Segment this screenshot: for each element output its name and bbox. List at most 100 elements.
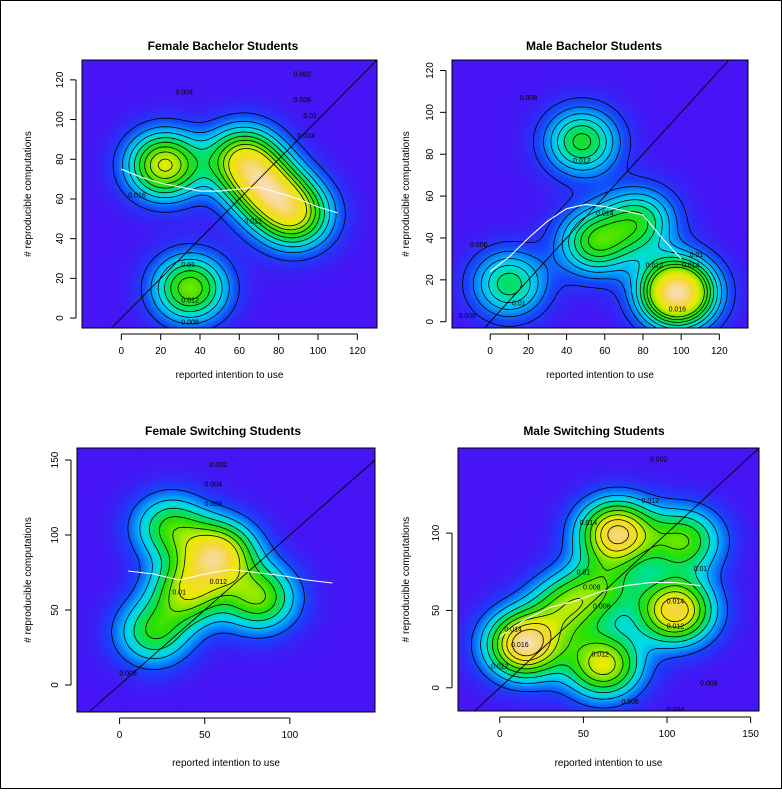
contour-line xyxy=(128,126,331,318)
y-axis: 0 50 100 xyxy=(431,524,453,691)
x-tick-label: 50 xyxy=(199,730,211,741)
x-tick-label: 40 xyxy=(561,346,573,357)
contour-label: 0.01 xyxy=(690,252,704,259)
x-axis-label: reported intention to use xyxy=(546,370,654,381)
diagonal-line xyxy=(483,60,730,328)
panel-3: 0.002 0.004 0.008 0.012 0.01 0.006 0 50 100 0 50 10… xyxy=(23,424,376,769)
x-tick-label: 40 xyxy=(194,346,206,357)
x-axis-label: reported intention to use xyxy=(176,370,284,381)
contour-label: 0.008 xyxy=(181,320,199,327)
contour-line xyxy=(134,131,325,312)
y-axis-label: # reproducible computations xyxy=(401,517,412,643)
contour-line xyxy=(511,525,629,657)
y-axis-label: # reproducible computations xyxy=(401,131,412,257)
x-tick-label: 100 xyxy=(659,729,676,740)
contour-label: 0.012 xyxy=(210,579,228,586)
y-tick-label: 100 xyxy=(50,526,61,543)
y-tick-label: 100 xyxy=(431,524,442,541)
contour-line xyxy=(501,514,695,676)
contour-line xyxy=(472,106,728,328)
density-raster xyxy=(77,448,375,712)
contour-label: 0.006 xyxy=(621,699,639,706)
x-axis: 0 50 100 xyxy=(117,717,299,741)
y-tick-label: 20 xyxy=(425,274,436,286)
contour-line xyxy=(178,534,241,601)
contour-line xyxy=(462,97,736,328)
y-axis: 0 20 40 60 80 100 120 xyxy=(55,71,77,321)
y-axis: 0 20 40 60 80 100 120 xyxy=(425,62,447,325)
contour-line xyxy=(123,499,294,660)
contour-line xyxy=(492,505,706,688)
y-tick-label: 100 xyxy=(425,104,436,121)
contour-label: 0.016 xyxy=(511,642,529,649)
y-tick-label: 50 xyxy=(431,604,442,616)
x-axis: 0 20 40 60 80 100 120 xyxy=(487,333,728,357)
x-tick-label: 0 xyxy=(119,346,125,357)
contour-label: 0.012 xyxy=(642,498,660,505)
y-axis-label: # reproducible computations xyxy=(23,517,34,643)
x-tick-label: 0 xyxy=(487,346,493,357)
contour-label: 0.01 xyxy=(512,300,526,307)
y-tick-label: 100 xyxy=(55,111,66,128)
contour-label: 0.006 xyxy=(593,603,611,610)
y-tick-label: 80 xyxy=(425,148,436,160)
x-tick-label: 80 xyxy=(273,346,285,357)
panel-4: 0.002 0.012 0.014 0.01 0.008 0.01 0.006 0.014 0.… xyxy=(401,424,760,769)
contour-line xyxy=(112,112,346,328)
chart-title: Female Switching Students xyxy=(145,424,301,438)
smooth-line xyxy=(499,582,701,638)
contour-line xyxy=(111,489,305,670)
x-tick-label: 20 xyxy=(155,346,167,357)
x-axis-label: reported intention to use xyxy=(555,758,663,769)
contour-label: 0.012 xyxy=(244,218,262,225)
contour-line xyxy=(122,120,337,325)
x-tick-label: 0 xyxy=(497,729,503,740)
contour-label: 0.014 xyxy=(580,520,598,527)
contour-label: 0.014 xyxy=(667,599,685,606)
contour-line xyxy=(471,486,730,709)
contour-line xyxy=(133,507,285,650)
density-raster xyxy=(452,60,748,328)
contour-line xyxy=(488,119,718,328)
contour-label: 0.008 xyxy=(520,95,538,102)
contour-label: 0.01 xyxy=(577,569,591,576)
contour-line xyxy=(486,500,712,694)
contour-label: 0.012 xyxy=(573,158,591,165)
contour-label: 0.002 xyxy=(210,462,228,469)
contour-line xyxy=(649,266,705,318)
y-tick-label: 40 xyxy=(425,232,436,244)
contour-line xyxy=(496,510,701,682)
contour-label: 0.004 xyxy=(667,707,685,714)
contour-label: 0.016 xyxy=(669,307,687,314)
contour-line xyxy=(149,143,312,231)
smooth-line xyxy=(128,568,333,584)
plot-frame xyxy=(76,447,376,713)
x-tick-label: 100 xyxy=(282,730,299,741)
contour-line xyxy=(139,135,321,307)
x-tick-label: 60 xyxy=(234,346,246,357)
contour-label: 0.014 xyxy=(596,210,614,217)
panel-2: 0.008 0.012 0.014 0.006 0.012 0.01 0.014 0.01 0.… xyxy=(401,39,749,381)
contour-line xyxy=(168,526,266,612)
y-tick-label: 150 xyxy=(50,451,61,468)
smooth-line xyxy=(121,168,338,214)
y-axis-label: # reproducible computations xyxy=(23,131,34,257)
y-tick-label: 40 xyxy=(55,233,66,245)
diagonal-line xyxy=(474,448,759,711)
contour-label: 0.002 xyxy=(650,456,668,463)
x-tick-label: 100 xyxy=(673,346,690,357)
contour-label: 0.012 xyxy=(491,664,509,671)
contour-label: 0.004 xyxy=(204,482,222,489)
panel-1: 0.002 0.004 0.006 0.01 0.014 0.016 0.012 0.01 0.… xyxy=(23,39,378,381)
contour-line xyxy=(587,219,708,320)
plot-region: 0.002 0.012 0.014 0.01 0.008 0.01 0.006 0.014 0.… xyxy=(471,448,759,714)
y-tick-label: 0 xyxy=(50,682,61,688)
plot-region: 0.002 0.004 0.008 0.012 0.01 0.006 xyxy=(88,459,375,712)
x-tick-label: 0 xyxy=(117,730,123,741)
contour-line xyxy=(157,148,307,227)
diagonal-line xyxy=(110,60,377,328)
y-tick-label: 60 xyxy=(425,190,436,202)
x-tick-label: 120 xyxy=(349,346,366,357)
x-tick-label: 80 xyxy=(637,346,649,357)
